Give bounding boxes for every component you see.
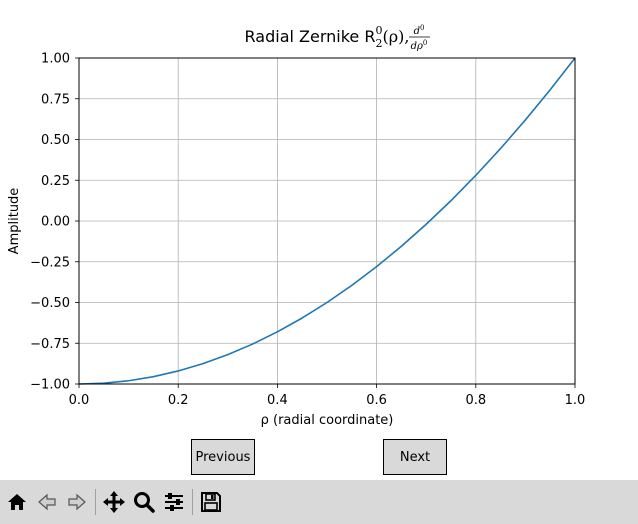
save-button[interactable] (196, 485, 226, 519)
grid (78, 57, 576, 385)
next-button[interactable]: Next (383, 439, 447, 475)
frac-num-d: d (414, 26, 420, 37)
y-tick-label: 1.00 (41, 52, 70, 67)
home-button[interactable] (2, 485, 32, 519)
zoom-icon (134, 492, 155, 513)
home-icon (8, 494, 26, 510)
forward-button[interactable] (62, 485, 92, 519)
move-icon (103, 491, 125, 513)
y-tick-label: 0.00 (41, 215, 70, 230)
y-tick-label: −0.50 (30, 296, 70, 311)
y-tick-label: 0.50 (41, 133, 70, 148)
title-math-sup: 0 (375, 24, 382, 37)
save-icon (201, 492, 221, 512)
title-frac-num: d0 (414, 24, 425, 37)
previous-button[interactable]: Previous (191, 439, 255, 475)
plot-canvas: 0.0 0.2 0.4 0.6 0.8 1.0 −1.00 −0.75 −0.50 −0.25 0.… (7, 24, 585, 428)
figure: 0.0 0.2 0.4 0.6 0.8 1.0 −1.00 −0.75 −0.50 −0.25 0.… (7, 24, 585, 428)
y-axis-label: Amplitude (7, 188, 22, 255)
title-math-sub: 2 (375, 37, 382, 50)
ticks: 0.0 0.2 0.4 0.6 0.8 1.0 −1.00 −0.75 −0.50 −0.25 0.… (30, 52, 585, 409)
x-tick-label: 1.0 (565, 393, 586, 408)
frac-den-drho: dρ (411, 41, 423, 52)
series-line (78, 57, 576, 385)
pan-button[interactable] (99, 485, 129, 519)
x-tick-label: 0.2 (168, 393, 189, 408)
back-arrow-icon (38, 493, 56, 511)
y-tick-label: −1.00 (30, 378, 70, 393)
y-tick-label: 0.75 (41, 92, 70, 107)
toolbar-separator (95, 489, 96, 515)
y-tick-label: −0.25 (30, 255, 70, 270)
navigation-toolbar (0, 480, 638, 524)
series-layer (78, 57, 576, 385)
title-rho: (ρ), (382, 27, 409, 46)
x-tick-label: 0.6 (366, 393, 387, 408)
x-tick-label: 0.4 (267, 393, 288, 408)
y-tick-label: −0.75 (30, 337, 70, 352)
x-axis-label: ρ (radial coordinate) (261, 413, 394, 428)
frac-num-sup: 0 (420, 24, 424, 32)
chart-title: Radial Zernike R0 2(ρ), (245, 24, 410, 50)
configure-subplots-button[interactable] (159, 485, 189, 519)
title-plain: Radial Zernike R (245, 27, 376, 46)
y-tick-label: 0.25 (41, 174, 70, 189)
title-frac-den: dρ0 (411, 39, 428, 52)
back-button[interactable] (32, 485, 62, 519)
x-tick-label: 0.0 (69, 393, 90, 408)
title-fraction: d0 dρ0 (409, 24, 430, 52)
frac-den-sup: 0 (423, 39, 427, 47)
configure-subplots-icon (165, 493, 183, 511)
zoom-button[interactable] (129, 485, 159, 519)
toolbar-separator (192, 489, 193, 515)
forward-arrow-icon (68, 493, 86, 511)
x-tick-label: 0.8 (465, 393, 486, 408)
